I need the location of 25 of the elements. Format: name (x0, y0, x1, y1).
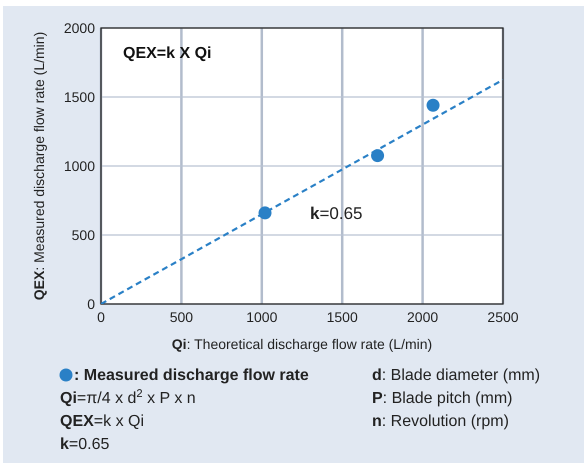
y-tick-label: 0 (87, 296, 96, 312)
annotation: QEX=k X Qi (123, 45, 212, 62)
x-axis-title: Qi: Theoretical discharge flow rate (L/min) (172, 336, 432, 352)
y-tick-label: 1000 (64, 158, 96, 174)
text: d: Blade diameter (mm) (372, 367, 540, 384)
point (371, 149, 384, 162)
x-tick-label: 0 (97, 309, 106, 325)
x-tick-label: 2500 (487, 309, 519, 325)
y-axis-title: QEX: Measured discharge flow rate (L/min) (31, 32, 47, 300)
y-tick-label: 500 (72, 227, 96, 243)
legend-label: : Measured discharge flow rate (74, 367, 309, 384)
point (258, 206, 272, 220)
text: Qi=π/4 x d$^{2}$ x P x n (60, 388, 196, 407)
x-tick-label: 1000 (246, 309, 278, 325)
text: k=0.65 (60, 436, 110, 453)
y-tick-label: 1500 (64, 89, 96, 105)
x-tick-label: 1500 (326, 309, 358, 325)
text: P: Blade pitch (mm) (372, 390, 512, 407)
y-tick-label: 2000 (64, 20, 96, 36)
annotation: k=0.65 (310, 204, 363, 223)
text: QEX=k x Qi (60, 413, 144, 430)
x-tick-label: 500 (170, 309, 194, 325)
point (426, 98, 440, 112)
text: n: Revolution (rpm) (372, 413, 509, 430)
x-tick-label: 2000 (407, 309, 438, 325)
